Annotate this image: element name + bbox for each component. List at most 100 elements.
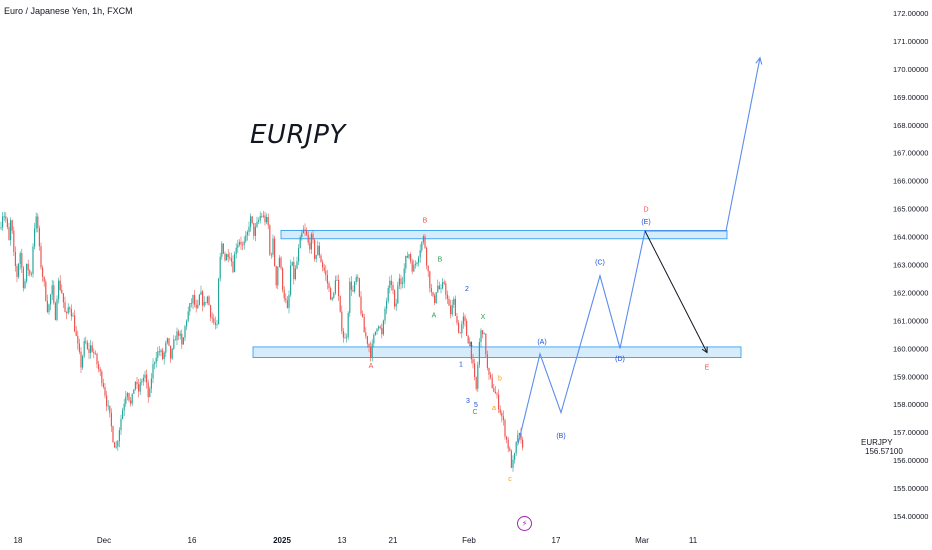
candle-body (123, 403, 125, 411)
projection-path[interactable] (517, 57, 761, 445)
candle-body (274, 238, 276, 266)
candle-body (483, 333, 485, 335)
alt-arrowhead (701, 346, 708, 354)
wave-label: a (492, 405, 496, 412)
candle-body (291, 261, 293, 266)
candle-body (230, 258, 232, 262)
candle-body (27, 263, 29, 271)
candle-body (459, 332, 461, 334)
candle-body (51, 285, 53, 295)
candle-body (386, 301, 388, 309)
x-tick-label: 18 (14, 536, 23, 545)
candle-body (338, 280, 340, 296)
candle-body (59, 280, 61, 290)
candle-body (134, 381, 136, 390)
candle-body (296, 261, 298, 269)
candle-body (306, 230, 308, 235)
wave-label: B (438, 257, 443, 264)
candle-body (21, 253, 23, 268)
candle-body (496, 393, 498, 395)
candle-body (202, 291, 204, 306)
candle-body (216, 324, 218, 326)
x-tick-label: 13 (338, 536, 347, 545)
candle-body (283, 289, 285, 299)
candle-body (442, 282, 444, 289)
candle-body (54, 302, 56, 320)
candle-body (461, 324, 463, 334)
wave-label: (A) (537, 339, 546, 346)
candle-body (22, 267, 24, 289)
candle-body (133, 389, 135, 394)
candle-body (426, 247, 428, 266)
y-tick-label: 156.00000 (893, 456, 928, 465)
candle-body (102, 383, 104, 388)
price-tag-symbol: EURJPY (861, 438, 893, 447)
y-tick-label: 165.00000 (893, 205, 928, 214)
alt-scenario-arrow[interactable] (644, 230, 708, 353)
candle-body (240, 241, 242, 245)
candle-body (448, 298, 450, 306)
candle-body (157, 351, 159, 358)
y-tick-label: 171.00000 (893, 37, 928, 46)
x-tick-label: 11 (689, 536, 698, 545)
candle-body (214, 322, 216, 325)
candle-body (162, 350, 164, 360)
candle-body (266, 216, 268, 223)
candle-body (518, 432, 520, 435)
candle-body (410, 254, 412, 262)
candle-body (304, 229, 306, 231)
candle-body (330, 288, 332, 300)
wave-label: A (432, 313, 437, 320)
y-tick-label: 155.00000 (893, 484, 928, 493)
candle-body (320, 255, 322, 263)
candle-body (384, 308, 386, 321)
candle-body (344, 337, 346, 339)
candle-body (32, 246, 34, 274)
candle-body (194, 295, 196, 305)
wave-label: B (423, 218, 428, 225)
candle-body (154, 362, 156, 365)
candle-body (19, 253, 21, 264)
candle-body (376, 328, 378, 332)
candle-body (50, 294, 52, 305)
candle-body (131, 393, 133, 404)
candle-body (272, 238, 274, 255)
candle-body (0, 227, 2, 229)
candle-body (275, 265, 277, 286)
candle-body (250, 216, 252, 227)
projection-layer (517, 56, 763, 445)
candle-body (469, 341, 471, 344)
candle-body (520, 432, 522, 440)
candle-body (30, 273, 32, 275)
zone-lower-support[interactable] (252, 346, 742, 358)
candle-body (5, 216, 7, 219)
candle-body (270, 254, 272, 256)
candle-body (339, 295, 341, 312)
candle-body (400, 278, 402, 284)
x-axis[interactable]: 18 Dec 16 2025 13 21 Feb 17 Mar 11 (14, 536, 698, 545)
candle-body (98, 364, 100, 370)
candle-body (331, 297, 333, 300)
y-axis[interactable]: 172.00000 171.00000 170.00000 169.00000 168.… (893, 9, 928, 521)
candle-body (395, 303, 397, 307)
candle-body (74, 315, 76, 332)
candle-body (80, 351, 82, 368)
candle-body (389, 280, 391, 288)
candle-body (149, 388, 151, 398)
candle-body (144, 374, 146, 378)
candle-body (200, 291, 202, 295)
candle-body (29, 270, 31, 275)
candle-body (307, 234, 309, 243)
y-tick-label: 163.00000 (893, 261, 928, 270)
candle-body (355, 277, 357, 282)
candle-body (261, 216, 263, 217)
wave-label: 3 (466, 398, 470, 405)
candle-body (347, 312, 349, 338)
zone-upper-resistance[interactable] (280, 230, 728, 240)
wave-label: 1 (459, 361, 463, 368)
y-tick-label: 154.00000 (893, 512, 928, 521)
wave-label: b (498, 375, 502, 382)
lightning-bolt-icon[interactable]: ⚡ (517, 516, 532, 531)
candle-body (37, 216, 39, 229)
